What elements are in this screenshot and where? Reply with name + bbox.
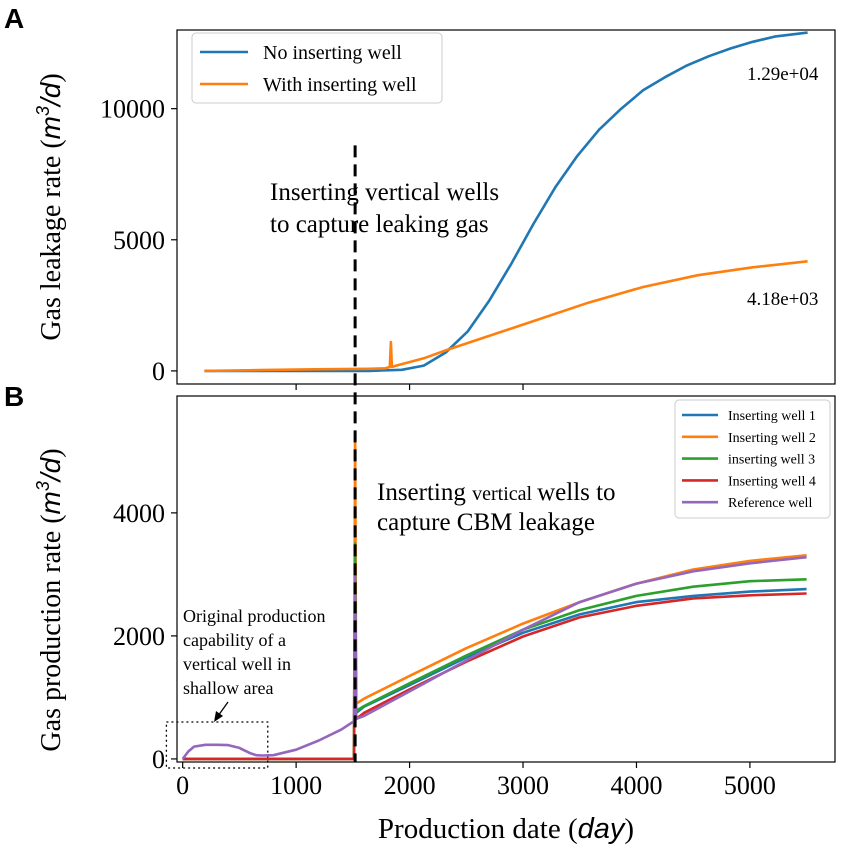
panel-b-ylabel-unit-exp: 3 (33, 481, 53, 491)
panel-a-legend: No inserting well With inserting well (191, 32, 443, 104)
panel-b-annotation: capture CBM leakage (377, 509, 595, 536)
panel-b-ytick-label: 0 (152, 745, 165, 774)
panel-b-xtick-label: 4000 (610, 771, 662, 800)
panel-b-xtick-label: 3000 (497, 771, 549, 800)
panel-b-series-line-3 (182, 542, 807, 761)
panel-b-annotation: Inserting vertical wells to (377, 479, 616, 506)
panel-a-series-line-1 (204, 31, 808, 373)
panel-a-legend-label: With inserting well (263, 74, 417, 96)
panel-b-legend-label: Reference well (728, 496, 812, 511)
panel-b-ytick-label: 4000 (113, 499, 165, 528)
panel-b-ylabel-text: Gas production rate ( (36, 514, 67, 751)
panel-b-ytick-label: 2000 (113, 622, 165, 651)
panel-b-xlabel-unit: day (578, 813, 626, 845)
panel-b-annotation-part: vertical (472, 483, 537, 505)
panel-a-ylabel-unit-base: m (35, 116, 66, 139)
panel-b-ylabel: Gas production rate (m3/d) (33, 448, 67, 751)
panel-b-box-annotation: capability of a (183, 630, 286, 650)
panel-a-ylabel: Gas leakage rate (m3/d) (33, 73, 67, 340)
panel-a-plot-area (204, 31, 808, 373)
panel-label-a: A (4, 3, 24, 34)
panel-a-ylabel-close: ) (36, 73, 67, 82)
panel-b-series-line-5 (181, 555, 807, 760)
panel-a-value-label: 4.18e+03 (747, 289, 818, 310)
panel-b-annotation-part: wells to (537, 479, 615, 506)
panel-b-xlabel: Production date (day) (378, 813, 634, 845)
panel-b-legend-label: Inserting well 1 (728, 409, 816, 424)
panel-a-ytick-label: 0 (152, 357, 165, 386)
panel-b-box-annotation: shallow area (183, 678, 273, 698)
panel-a-legend-label: No inserting well (263, 42, 402, 64)
panel-a-series-line-2 (204, 260, 808, 373)
panel-b-legend-frame (674, 399, 831, 519)
panel-b-highlight-box (165, 721, 269, 769)
panel-a-ylabel-text: Gas leakage rate ( (36, 139, 67, 340)
panel-b-xtick-label: 5000 (724, 771, 776, 800)
panel-a-annotation: to capture leaking gas (270, 211, 489, 238)
panel-b-ylabel-unit-base: m (35, 491, 66, 514)
panel-a-legend-frame (191, 32, 443, 104)
panel-b-legend: Inserting well 1 Inserting well 2 insertin… (674, 399, 831, 519)
panel-a-ytick-label: 10000 (100, 95, 165, 124)
panel-b-box-annotation: Original production (183, 606, 325, 626)
panel-b-box-annotation: vertical well in (183, 654, 291, 674)
panel-a-frame (176, 29, 836, 385)
panel-a-value-label: 1.29e+04 (747, 64, 819, 85)
panel-b-legend-label: inserting well 3 (728, 453, 815, 468)
panel-a-annotation: Inserting vertical wells (270, 179, 499, 206)
panel-b-frame (176, 395, 836, 763)
panel-b-xtick-label: 2000 (384, 771, 436, 800)
panel-b-ylabel-close: ) (36, 448, 67, 457)
panel-a-ylabel-unit-den: /d (35, 81, 66, 108)
panel-b-annotation-part: Inserting (377, 479, 472, 506)
panel-b-xlabel-close: ) (624, 813, 634, 845)
panel-b-ylabel-unit-den: /d (35, 456, 66, 483)
panel-b-xtick-label: 0 (176, 771, 189, 800)
panel-b-xtick-label: 1000 (270, 771, 322, 800)
panel-a-ylabel-unit-exp: 3 (33, 106, 53, 116)
panel-b-arrow-head (214, 711, 223, 722)
panel-b-legend-label: Inserting well 4 (728, 474, 816, 489)
panel-a-ytick-label: 5000 (113, 226, 165, 255)
panel-b-legend-label: Inserting well 2 (728, 431, 816, 446)
panel-label-b: B (4, 381, 24, 412)
panel-b-xlabel-text: Production date ( (378, 813, 578, 845)
